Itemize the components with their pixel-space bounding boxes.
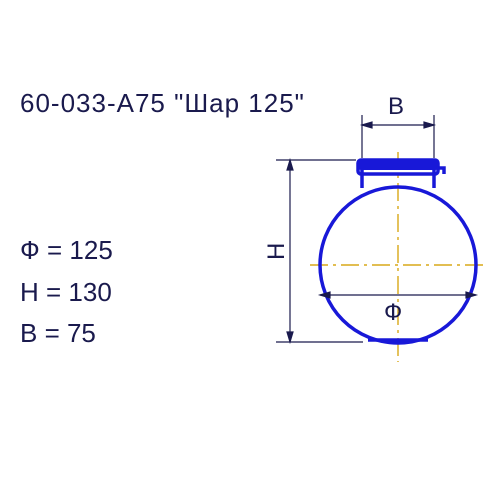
dim-label-b: В [388,93,404,120]
spec-h: Н = 130 [20,272,113,314]
specs-block: Ф = 125 Н = 130 В = 75 [20,230,113,355]
spec-b: В = 75 [20,313,113,355]
dim-label-h: Н [263,243,290,260]
spec-phi: Ф = 125 [20,230,113,272]
dim-label-phi: Ф [384,299,402,326]
technical-drawing: В Н Ф [258,70,488,390]
